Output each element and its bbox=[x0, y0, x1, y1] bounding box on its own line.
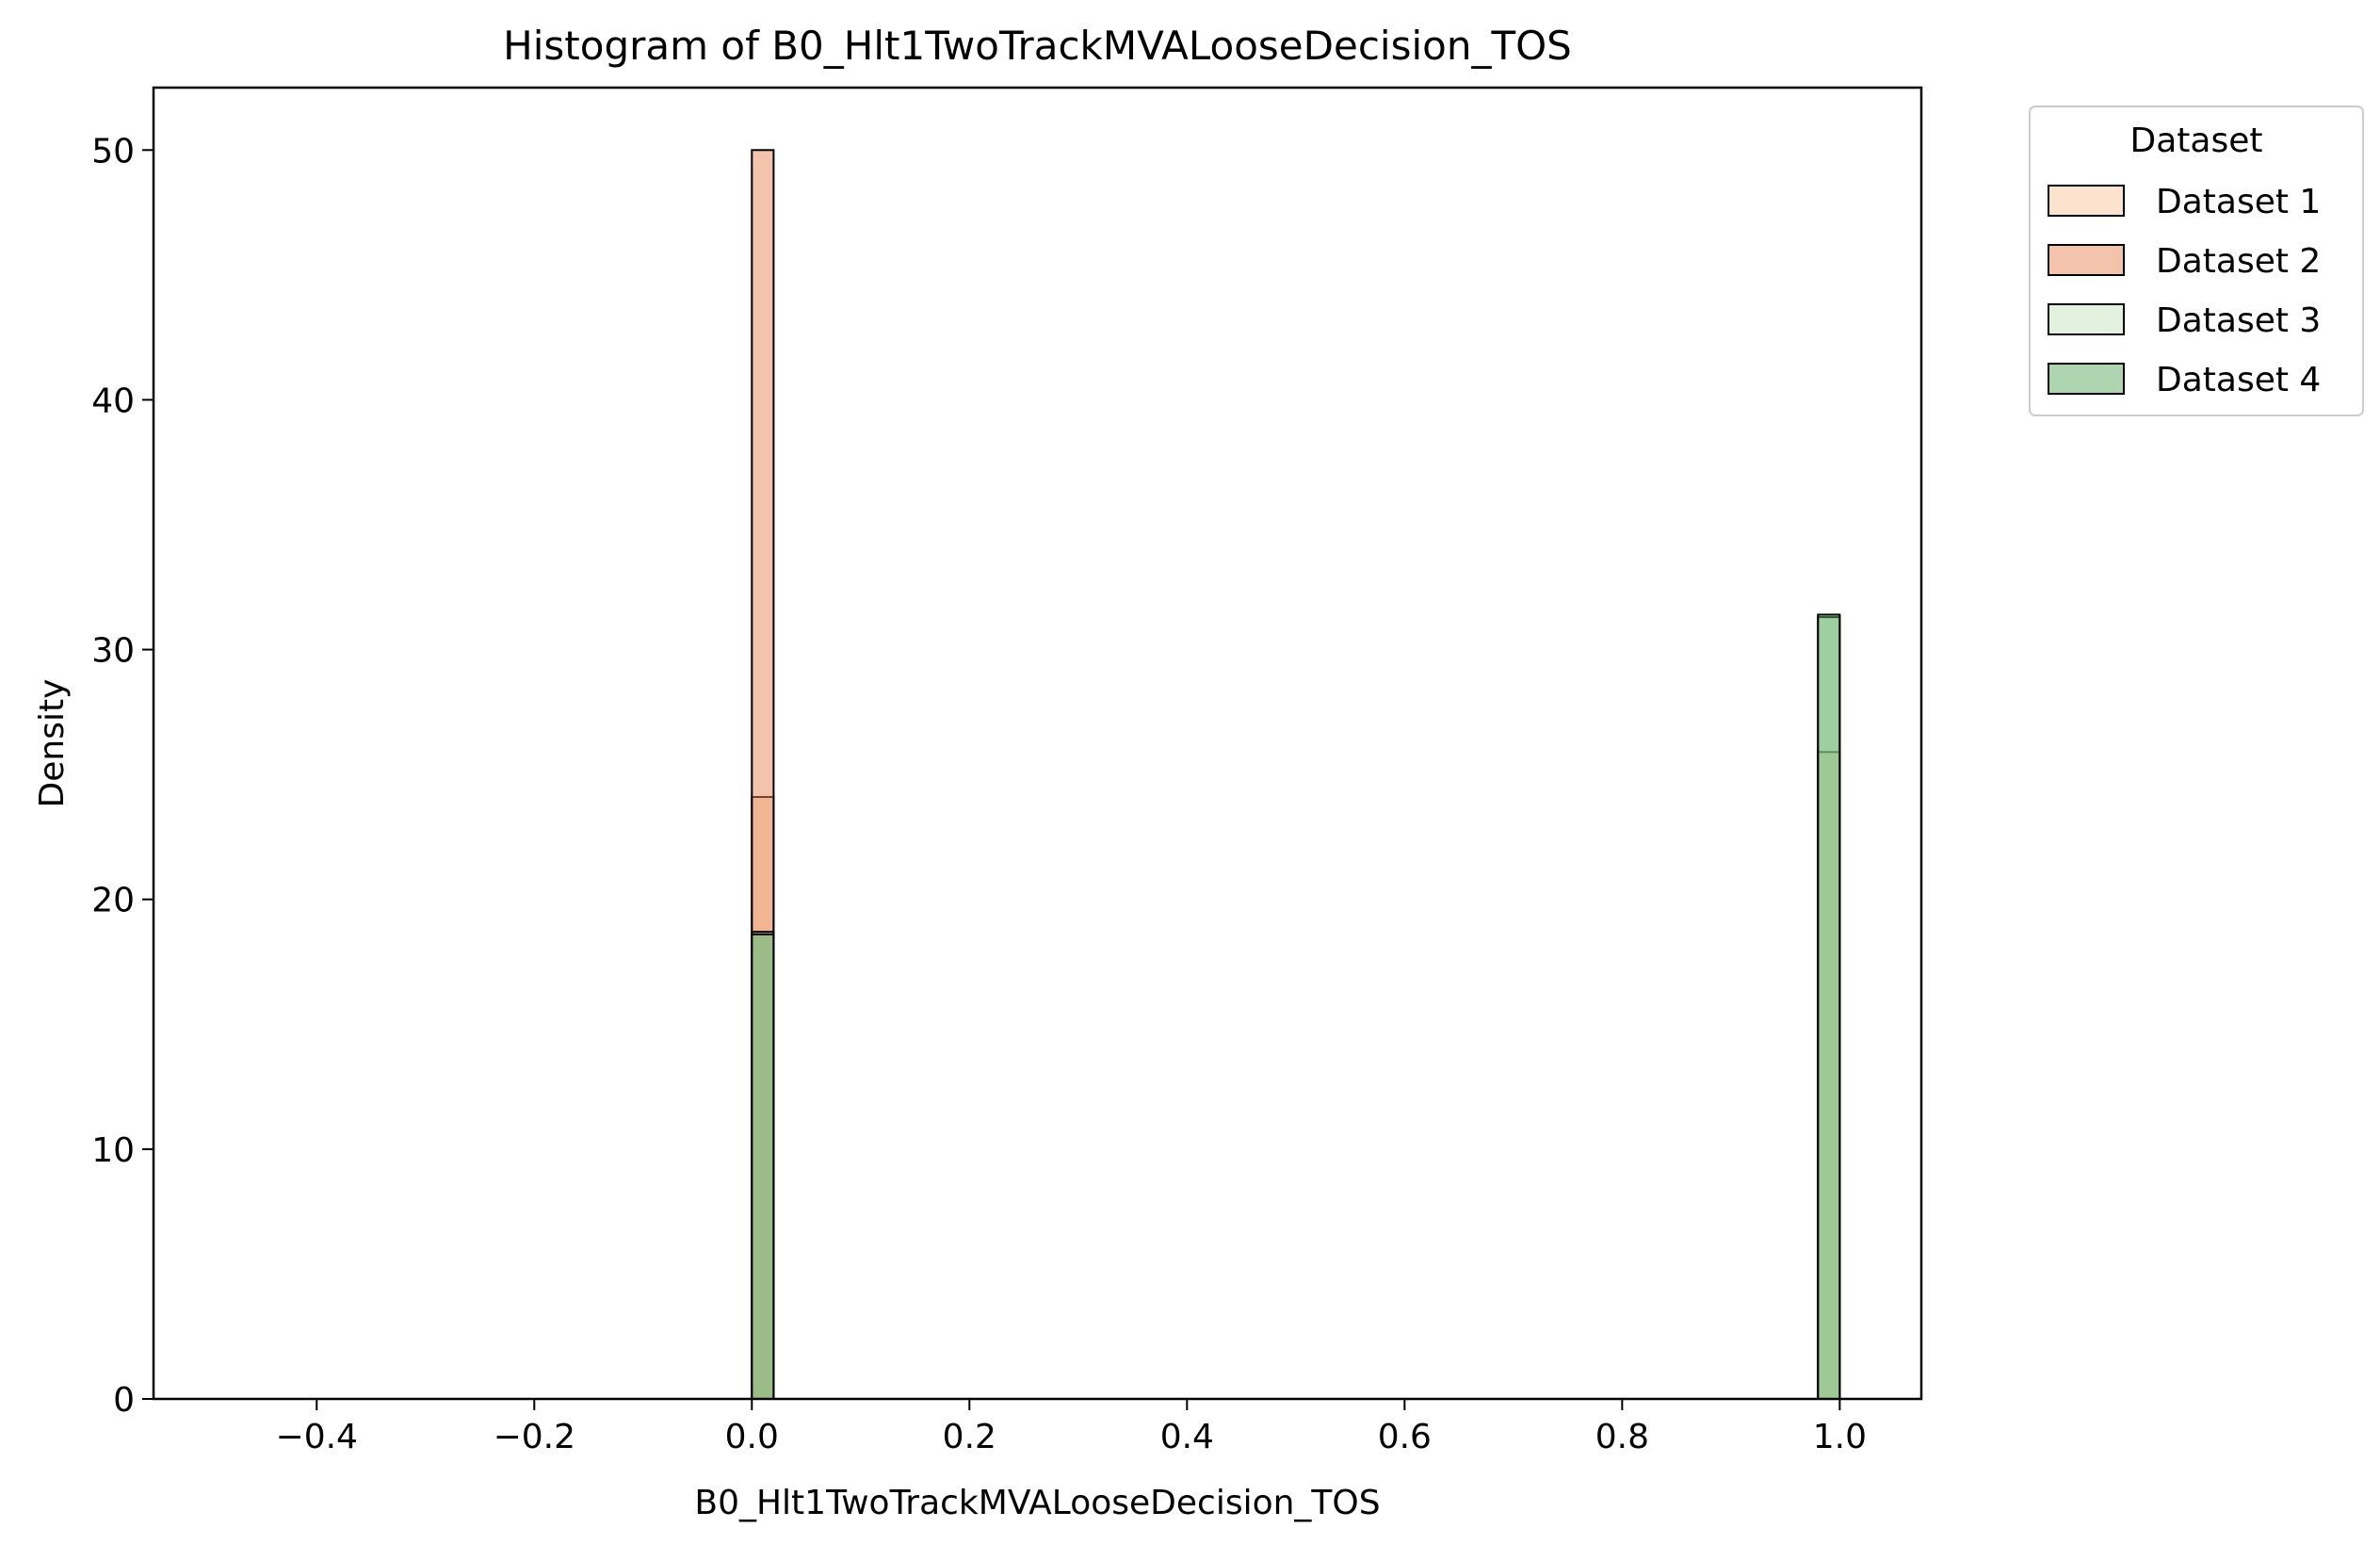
chart-title: Histogram of B0_Hlt1TwoTrackMVALooseDeci… bbox=[503, 23, 1572, 69]
y-axis-ticks: 0 10 20 30 40 50 bbox=[91, 132, 154, 1420]
y-axis-label: Density bbox=[33, 679, 72, 808]
y-tick-label: 20 bbox=[91, 882, 135, 920]
x-axis-ticks: −0.4 −0.2 0.0 0.2 0.4 0.6 0.8 1.0 bbox=[276, 1399, 1867, 1456]
y-tick-label: 40 bbox=[91, 382, 135, 420]
x-tick-label: −0.2 bbox=[494, 1418, 575, 1456]
x-tick-label: 0.2 bbox=[943, 1418, 996, 1456]
x-axis-label: B0_Hlt1TwoTrackMVALooseDecision_TOS bbox=[694, 1484, 1380, 1522]
legend-swatch-3 bbox=[2048, 303, 2125, 335]
legend-entry-label-1: Dataset 1 bbox=[2156, 183, 2321, 221]
legend-entry-label-2: Dataset 2 bbox=[2156, 242, 2321, 281]
x-tick-label: 0.4 bbox=[1160, 1418, 1214, 1456]
y-tick-label: 0 bbox=[113, 1381, 135, 1420]
legend-entry-label-3: Dataset 3 bbox=[2156, 301, 2321, 340]
bars-layer bbox=[751, 149, 1841, 1400]
legend-swatch-4 bbox=[2048, 363, 2125, 395]
x-tick-label: 0.0 bbox=[725, 1418, 779, 1456]
y-tick-label: 30 bbox=[91, 632, 135, 671]
legend-swatch-1 bbox=[2048, 185, 2125, 217]
y-tick-label: 50 bbox=[91, 132, 135, 171]
y-tick-label: 10 bbox=[91, 1131, 135, 1170]
x-tick-label: 1.0 bbox=[1813, 1418, 1867, 1456]
bar-series-4-bin-2 bbox=[1817, 613, 1841, 1400]
bar-series-4-bin-1 bbox=[751, 933, 775, 1400]
legend-entries: Dataset 1 Dataset 2 Dataset 3 Dataset 4 bbox=[2048, 183, 2321, 399]
plot-frame bbox=[152, 86, 1923, 1401]
x-tick-label: −0.4 bbox=[276, 1418, 358, 1456]
legend-box bbox=[2029, 106, 2364, 416]
legend-title: Dataset bbox=[2130, 122, 2263, 160]
x-tick-label: 0.6 bbox=[1378, 1418, 1432, 1456]
legend-swatch-2 bbox=[2048, 244, 2125, 276]
x-tick-label: 0.8 bbox=[1595, 1418, 1649, 1456]
legend-entry-label-4: Dataset 4 bbox=[2156, 361, 2321, 399]
